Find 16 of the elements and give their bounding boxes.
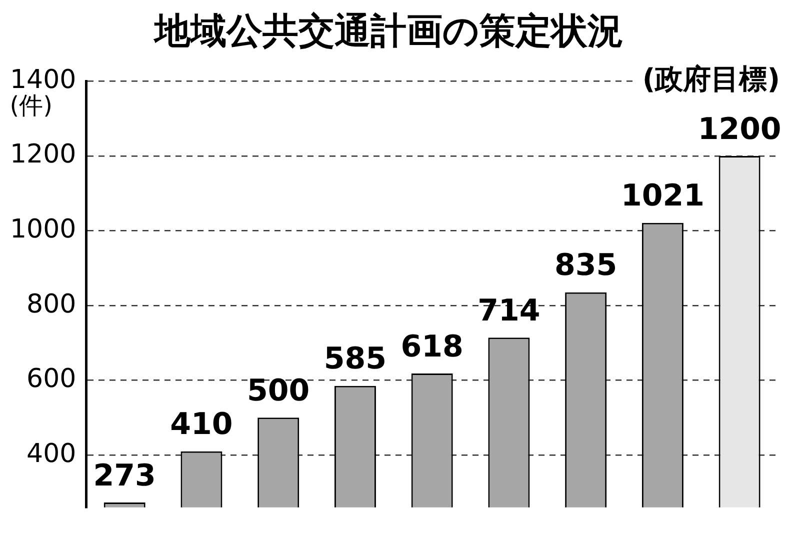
data-label: 410 bbox=[170, 407, 233, 442]
data-label: 1021 bbox=[620, 178, 704, 214]
data-label: 585 bbox=[324, 342, 387, 377]
data-label: 1200 bbox=[698, 112, 782, 147]
data-label: 618 bbox=[400, 329, 464, 364]
y-tick-label: 400 bbox=[26, 438, 76, 469]
annotation: (政府目標) bbox=[642, 62, 780, 96]
y-tick-label: 600 bbox=[26, 364, 76, 394]
data-label: 714 bbox=[478, 293, 540, 328]
y-tick-label: 800 bbox=[26, 289, 76, 320]
y-tick-label: 1200 bbox=[10, 140, 76, 170]
y-tick-label: 1000 bbox=[10, 214, 76, 244]
data-label: 273 bbox=[93, 458, 156, 494]
data-label: 500 bbox=[247, 373, 310, 408]
chart-title: 地域公共交通計画の策定状況 bbox=[152, 10, 624, 52]
data-label: 835 bbox=[554, 248, 618, 284]
